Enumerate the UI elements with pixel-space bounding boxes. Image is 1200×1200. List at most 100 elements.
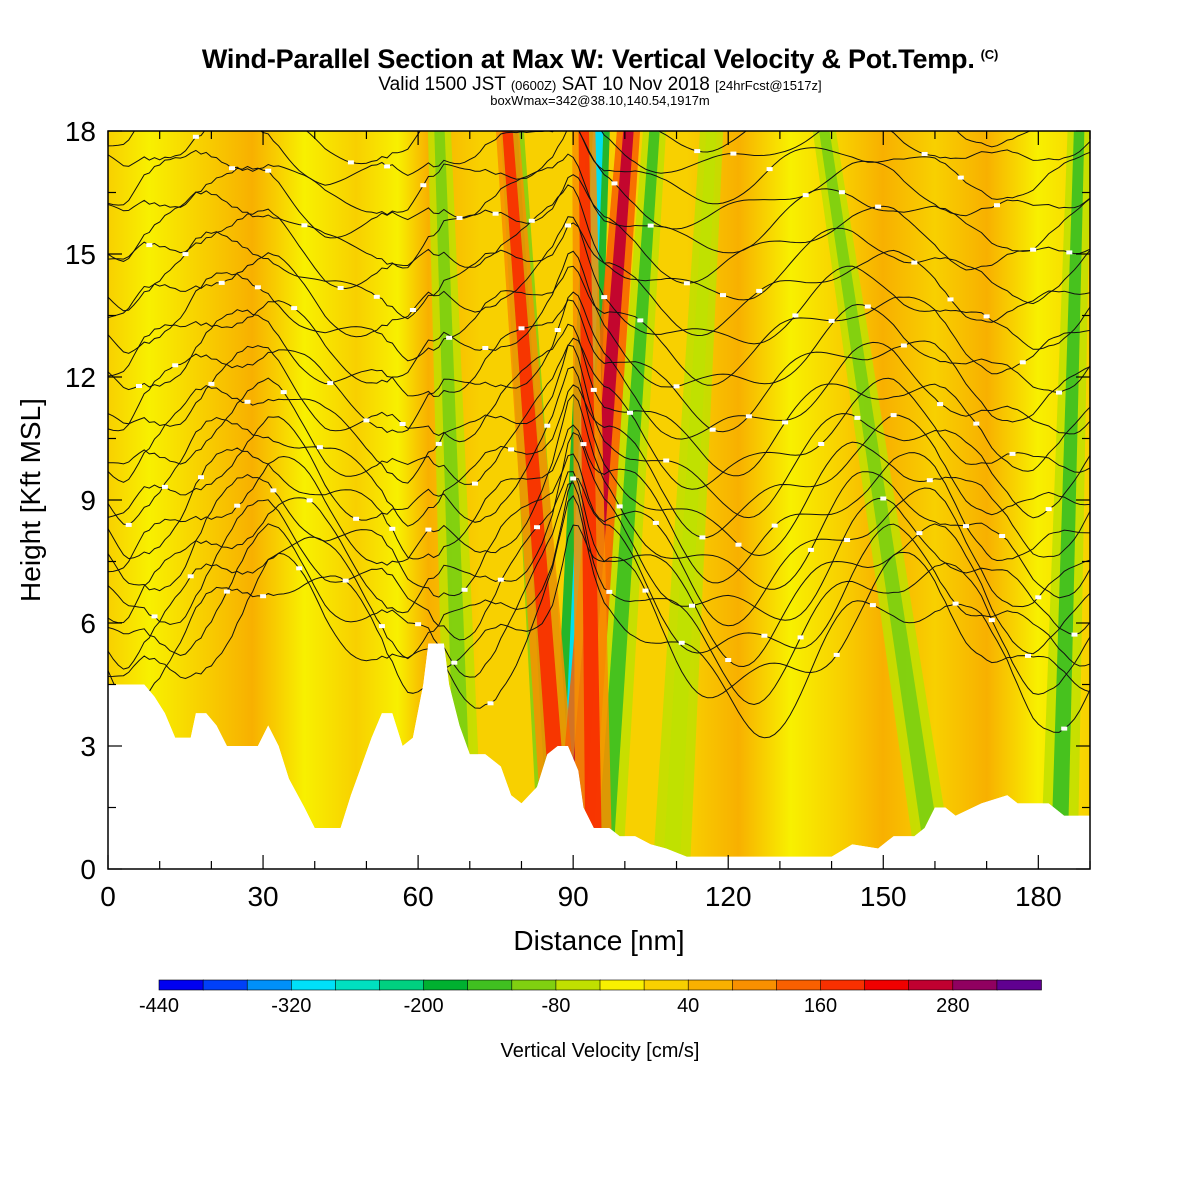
- contour-label: [378, 624, 385, 629]
- contour-label: [254, 285, 261, 290]
- theta-contour: [108, 0, 1090, 40]
- contour-label: [756, 288, 763, 293]
- colorbar-swatch: [687, 979, 734, 991]
- contour-label: [957, 175, 964, 180]
- contour-label: [347, 160, 354, 165]
- y-tick-labels: 0 3 6 9 12 15 18: [65, 116, 96, 885]
- contour-label: [663, 458, 670, 463]
- theta-contour: [108, 0, 1090, 4]
- contour-label: [399, 422, 406, 426]
- x-tick-label: 180: [1015, 881, 1062, 912]
- contour-label: [265, 168, 272, 173]
- contour-label: [771, 523, 778, 528]
- contour-label: [446, 335, 453, 340]
- contour-label: [828, 318, 835, 323]
- colorbar-swatch: [555, 979, 601, 991]
- contour-label: [973, 421, 980, 426]
- contour-label: [777, 41, 783, 45]
- y-tick-label: 9: [80, 485, 96, 516]
- theta-contour: [108, 37, 1090, 115]
- downdraft-band-core-4: [663, 131, 718, 857]
- contour-label: [384, 164, 391, 169]
- contour-label: [203, 14, 209, 18]
- colorbar-tick-label: 40: [677, 995, 699, 1017]
- colorbar-tick-label: 280: [936, 995, 969, 1017]
- contour-label: [534, 525, 540, 530]
- contour-label: [838, 190, 845, 195]
- contour-label: [705, 1, 711, 5]
- contour-label: [1009, 451, 1016, 456]
- contour-label: [508, 447, 515, 452]
- y-axis-label: Height [Kft MSL]: [15, 398, 46, 602]
- colorbar-tick-label: -200: [404, 995, 444, 1017]
- theta-contour: [108, 384, 1090, 538]
- contour-label: [415, 622, 422, 627]
- theta-contour: [108, 291, 1090, 440]
- contour-label: [658, 113, 664, 117]
- contour-label: [1030, 247, 1037, 252]
- chart-title: Wind-Parallel Section at Max W: Vertical…: [201, 44, 999, 74]
- contour-label: [1056, 390, 1062, 395]
- axis-ticks: [107, 130, 1091, 870]
- contour-label: [239, 40, 245, 44]
- colorbar-swatch: [864, 979, 910, 991]
- contour-label: [291, 306, 298, 311]
- contour-label: [456, 216, 463, 220]
- contour-label: [342, 578, 349, 583]
- contour-label: [926, 478, 933, 483]
- contour-label: [244, 399, 251, 404]
- theta-contour: [108, 366, 1090, 558]
- colorbar-swatch: [290, 979, 337, 991]
- contour-label: [988, 618, 995, 623]
- x-tick-label: 60: [403, 881, 434, 912]
- colorbar-swatch: [952, 979, 998, 991]
- y-tick-label: 12: [65, 362, 96, 393]
- contour-label: [673, 384, 680, 389]
- x-tick-label: 150: [860, 881, 907, 912]
- theta-contour: [108, 432, 1090, 636]
- contour-label: [709, 427, 716, 432]
- y-tick-label: 15: [65, 239, 96, 270]
- contour-label: [425, 527, 432, 532]
- contour-label: [270, 488, 277, 493]
- contour-label: [647, 223, 654, 228]
- contour-label: [316, 445, 323, 450]
- chart-subtitle: Valid 1500 JST (0600Z) SAT 10 Nov 2018 […: [378, 74, 822, 95]
- updraft-band-core-0: [500, 131, 572, 857]
- contour-label: [611, 181, 618, 186]
- theta-contour: [108, 393, 1090, 599]
- colorbar-tick-label: -80: [541, 995, 570, 1017]
- contour-label: [999, 534, 1006, 538]
- contour-label: [818, 442, 825, 446]
- theta-contour: [108, 25, 1090, 97]
- x-tick-label: 30: [247, 881, 278, 912]
- colorbar-swatch: [379, 979, 425, 991]
- contour-label: [864, 304, 871, 309]
- colorbar-label: Vertical Velocity [cm/s]: [501, 1040, 700, 1062]
- contour-label: [875, 204, 882, 209]
- y-tick-label: 18: [65, 116, 96, 147]
- contour-label: [554, 328, 561, 332]
- colorbar-swatch: [776, 979, 822, 991]
- contour-label: [689, 603, 695, 608]
- colorbar-tick-labels: -440 -320 -200 -80 40 160 280: [139, 995, 970, 1017]
- contour-label: [492, 211, 499, 216]
- contour-label: [337, 286, 344, 290]
- updraft-band-core-2: [578, 131, 603, 857]
- contour-label: [683, 281, 690, 286]
- contour-label: [487, 701, 494, 706]
- contour-label: [627, 410, 633, 415]
- contour-label: [301, 223, 308, 228]
- colorbar-swatch: [731, 979, 778, 991]
- contour-label: [431, 54, 437, 58]
- colorbar-swatch: [511, 979, 557, 991]
- contour-label: [916, 531, 923, 536]
- contour-label: [161, 484, 168, 489]
- y-tick-label: 0: [80, 854, 96, 885]
- theta-contour: [108, 131, 1090, 205]
- theta-contour: [108, 131, 1090, 230]
- contour-label: [590, 387, 597, 392]
- contour-label: [1066, 250, 1073, 255]
- colorbar-swatch: [643, 979, 689, 991]
